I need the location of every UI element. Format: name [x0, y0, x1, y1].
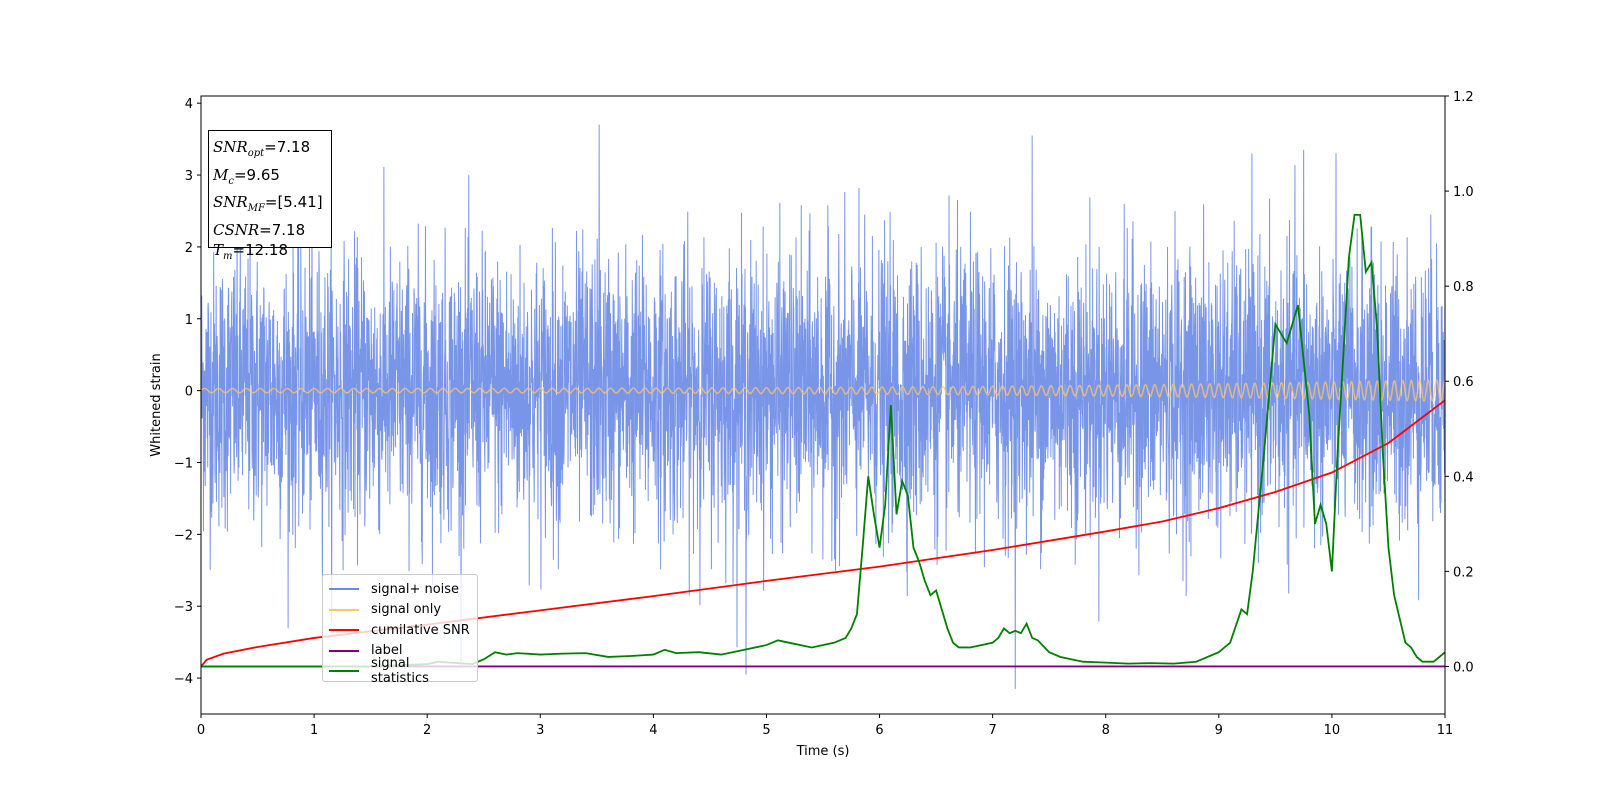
y-axis-ticks: −4 −3 −2 −1 0 1 2 3 4: [174, 97, 201, 687]
legend-swatch: [329, 608, 359, 611]
y2-tick-label: 0.6: [1453, 375, 1474, 390]
legend-label: signal+ noise: [371, 581, 460, 597]
x-tick-label: 9: [1215, 723, 1223, 738]
x-tick-label: 7: [988, 723, 996, 738]
stat-snr-opt-value: =7.18: [264, 138, 311, 156]
legend-swatch: [329, 649, 359, 652]
legend-swatch: [329, 670, 359, 673]
stat-snr-opt: SNRopt=7.18: [213, 138, 311, 159]
stat-csnr-value: =7.18: [259, 220, 306, 239]
y2-tick-label: 1.2: [1453, 90, 1474, 105]
legend-item-signal-statistics: signal statistics: [329, 656, 471, 686]
y-axis-label: Whitened strain: [149, 353, 164, 456]
x-tick-label: 3: [536, 723, 544, 738]
stat-mc-value: =9.65: [233, 165, 280, 184]
x-tick-label: 6: [875, 723, 883, 738]
x-axis-label: Time (s): [796, 744, 850, 759]
y-tick-label: 3: [185, 169, 193, 184]
y2-tick-label: 1.0: [1453, 185, 1474, 200]
stat-snr-mf: SNRMF=[5.41]: [213, 193, 323, 214]
x-tick-label: 10: [1324, 723, 1341, 738]
y-tick-label: −1: [174, 456, 193, 471]
legend-item-label: label: [329, 641, 471, 662]
legend-label: label: [371, 643, 403, 659]
y-tick-label: 1: [185, 313, 193, 328]
x-tick-label: 4: [649, 723, 657, 738]
x-tick-label: 0: [197, 723, 205, 738]
series-signal-statistics: [201, 213, 1445, 668]
y2-axis-ticks: 0.0 0.2 0.4 0.6 0.8 1.0 1.2: [1445, 90, 1474, 675]
x-tick-label: 11: [1437, 723, 1454, 738]
stats-annotation: SNRopt=7.18 Mc=9.65 SNRMF=[5.41] CSNR=7.…: [208, 130, 332, 262]
y-tick-label: −2: [174, 528, 193, 543]
x-axis-ticks: 0 1 2 3 4 5 6 7 8 9 10 11: [197, 714, 1453, 738]
stat-tm: Tm=12.18: [213, 241, 289, 262]
legend-swatch: [329, 629, 359, 632]
legend-item-signal-noise: signal+ noise: [329, 579, 471, 600]
legend-label: signal statistics: [371, 656, 429, 687]
legend-item-signal-only: signal only: [329, 600, 471, 621]
y2-tick-label: 0.4: [1453, 470, 1474, 485]
legend-item-cumulative-snr: cumilative SNR: [329, 620, 471, 641]
stat-tm-value: =12.18: [232, 241, 289, 259]
legend: signal+ noise signal only cumilative SNR…: [322, 574, 478, 686]
x-tick-label: 5: [762, 723, 770, 738]
y2-tick-label: 0.0: [1453, 660, 1474, 675]
series-signal-only: [201, 378, 1445, 403]
x-tick-label: 1: [310, 723, 318, 738]
y-tick-label: −4: [174, 672, 193, 687]
series-signal-noise: [201, 124, 1445, 689]
y2-tick-label: 0.2: [1453, 565, 1474, 580]
legend-swatch: [329, 588, 359, 591]
y-tick-label: 2: [185, 241, 193, 256]
x-tick-label: 8: [1102, 723, 1110, 738]
stat-csnr: CSNR=7.18: [213, 220, 306, 239]
y-tick-label: 4: [185, 97, 193, 112]
y2-tick-label: 0.8: [1453, 280, 1474, 295]
stat-mc: Mc=9.65: [213, 165, 280, 187]
stat-snr-mf-value: =[5.41]: [264, 193, 323, 211]
y-tick-label: −3: [174, 600, 193, 615]
legend-label: cumilative SNR: [371, 622, 470, 638]
y-tick-label: 0: [185, 385, 193, 400]
plot-frame: [200, 95, 1446, 715]
x-tick-label: 2: [423, 723, 431, 738]
series-cumulative-snr: [201, 399, 1445, 668]
legend-label: signal only: [371, 602, 442, 618]
